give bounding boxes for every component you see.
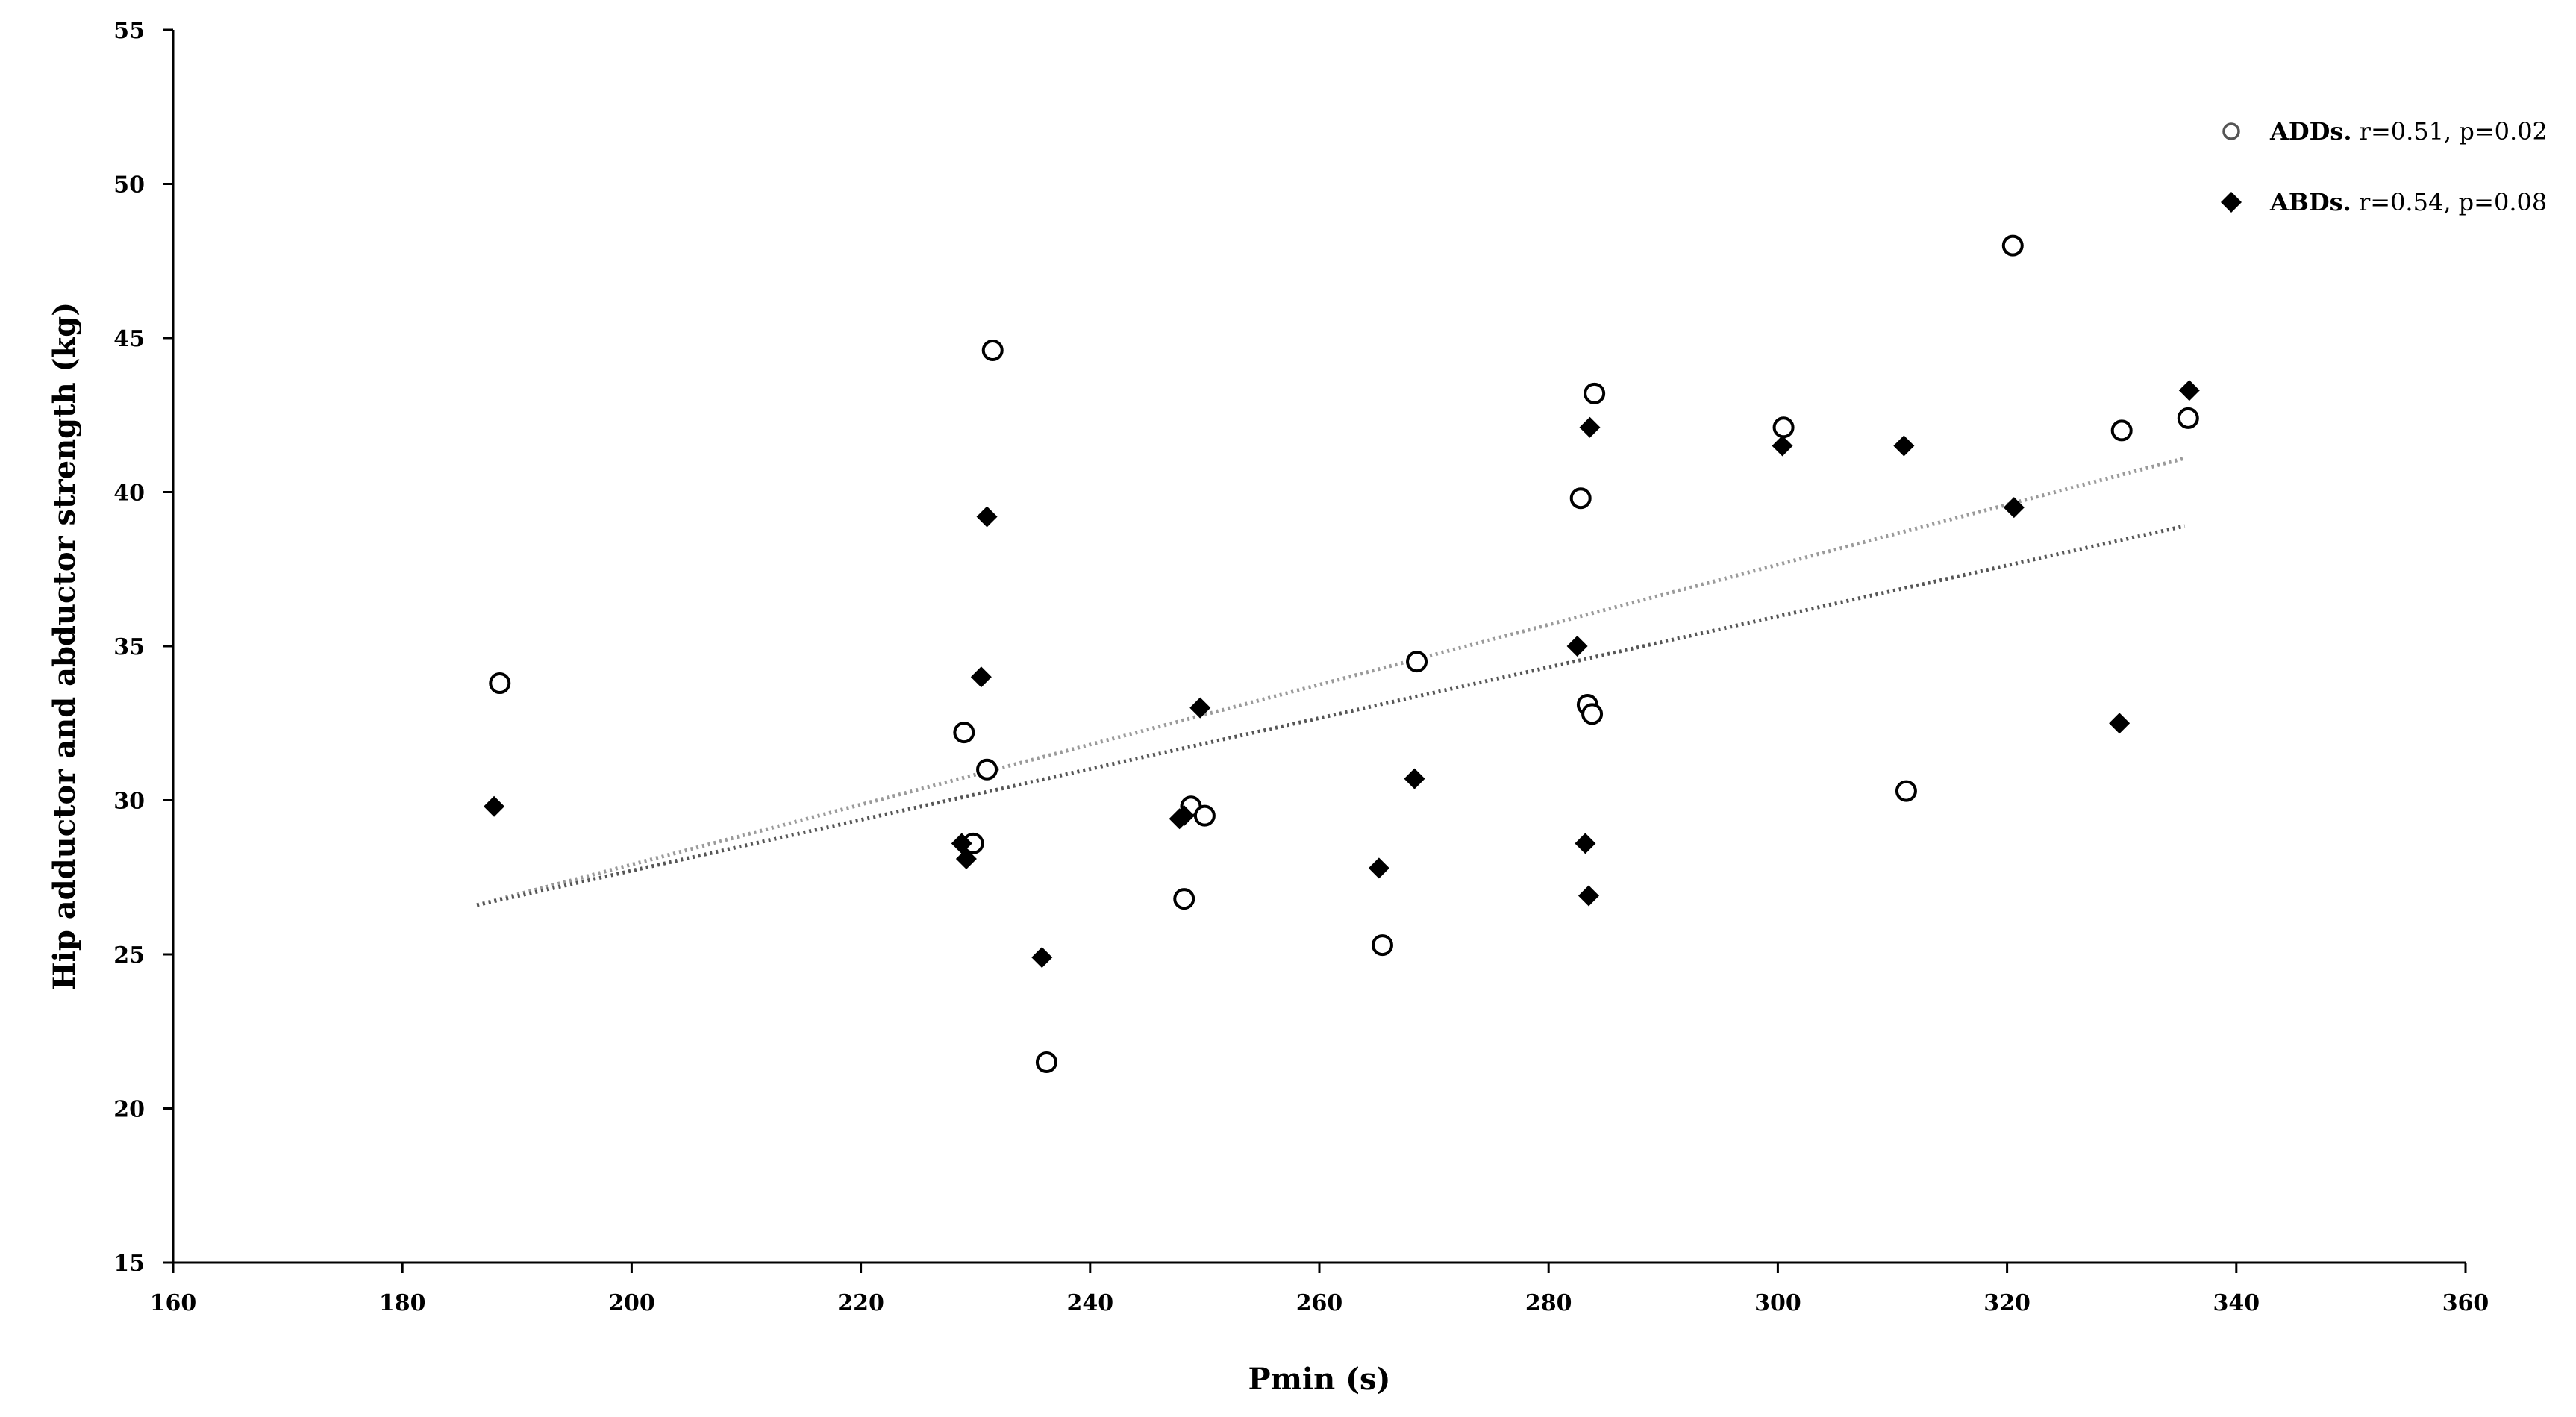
data-point: [970, 666, 992, 688]
data-point: [2003, 497, 2025, 519]
data-point: [976, 758, 998, 781]
x-tick-label: 180: [379, 1290, 426, 1316]
trendline: [476, 524, 2186, 907]
data-point: [2109, 713, 2130, 734]
data-point: [1579, 416, 1601, 438]
x-tick-label: 260: [1296, 1290, 1343, 1316]
legend-series-stats: r=0.51, p=0.02: [2351, 117, 2547, 146]
x-tick-label: 240: [1066, 1290, 1113, 1316]
legend-series-stats: r=0.54, p=0.08: [2351, 188, 2547, 216]
y-tick-label: 30: [113, 789, 145, 815]
data-point: [1578, 885, 1599, 907]
data-point: [1404, 768, 1425, 789]
trendline: [476, 456, 2186, 907]
y-tick-label: 40: [113, 481, 145, 507]
y-tick-label: 15: [113, 1251, 145, 1277]
data-point: [489, 672, 511, 695]
data-point: [1569, 487, 1592, 510]
data-point: [1772, 416, 1795, 439]
x-tick-label: 320: [1983, 1290, 2031, 1316]
y-tick-label: 55: [113, 18, 145, 44]
data-point: [2177, 407, 2199, 429]
y-tick-label: 25: [113, 942, 145, 969]
x-axis-ticks: 160 180 200 220 240 260 280 300 320 340 360: [150, 1263, 2489, 1316]
x-tick-label: 300: [1754, 1290, 1801, 1316]
x-tick-label: 280: [1525, 1290, 1572, 1316]
data-point: [484, 795, 505, 817]
data-point: [2001, 234, 2024, 257]
legend-series-name: ADDs.: [2269, 117, 2351, 146]
legend-label: ABDs. r=0.54, p=0.08: [2269, 188, 2547, 216]
x-tick-label: 160: [150, 1290, 197, 1316]
legend-entry: ADDs. r=0.51, p=0.02: [2222, 117, 2548, 146]
data-point: [976, 506, 998, 528]
data-point: [953, 722, 975, 744]
data-point: [1893, 435, 1915, 457]
y-tick-label: 35: [113, 634, 145, 660]
data-point: [1772, 435, 1793, 457]
y-tick-label: 20: [113, 1097, 145, 1123]
x-tick-label: 360: [2442, 1290, 2489, 1316]
legend-marker: [2222, 122, 2240, 140]
data-point: [2110, 419, 2133, 442]
data-point: [1581, 703, 1604, 725]
x-tick-label: 340: [2213, 1290, 2260, 1316]
x-tick-label: 220: [837, 1290, 884, 1316]
data-point: [1193, 804, 1216, 827]
data-point: [1566, 636, 1588, 657]
data-point: [951, 833, 972, 854]
legend-label: ADDs. r=0.51, p=0.02: [2269, 117, 2548, 146]
data-point: [1173, 805, 1195, 827]
data-point: [1031, 947, 1053, 969]
legend-marker: [2221, 192, 2242, 213]
legend-entry: ABDs. r=0.54, p=0.08: [2221, 188, 2547, 216]
data-point: [955, 848, 977, 869]
data-point: [1371, 934, 1393, 957]
data-point: [2178, 380, 2200, 401]
legend: ADDs. r=0.51, p=0.02 ABDs. r=0.54, p=0.08: [2221, 117, 2548, 216]
data-point: [1368, 857, 1389, 879]
data-point: [1406, 651, 1428, 673]
y-axis-title: Hip adductor and abductor strength (kg): [47, 302, 82, 990]
data-point: [1035, 1051, 1057, 1074]
data-point: [1189, 697, 1211, 719]
y-tick-label: 50: [113, 172, 145, 198]
y-axis-ticks: 15 20 25 30 35 40 45 50 55: [113, 18, 173, 1277]
y-tick-label: 45: [113, 326, 145, 352]
legend-series-name: ABDs.: [2269, 188, 2351, 216]
trendlines: [476, 456, 2186, 907]
data-point: [1584, 382, 1606, 404]
data-point: [1575, 833, 1596, 854]
data-points: [484, 234, 2200, 1074]
data-point: [981, 340, 1004, 362]
x-tick-label: 200: [608, 1290, 655, 1316]
x-axis-title: Pmin (s): [1248, 1362, 1391, 1397]
data-point: [1173, 888, 1195, 910]
axes: [172, 30, 2466, 1264]
data-point: [1895, 780, 1917, 802]
